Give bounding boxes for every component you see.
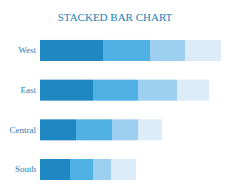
bar-segment [93,80,138,101]
series [111,40,221,180]
bar-segment [40,159,70,180]
axis-line [40,37,41,185]
bar-segment [112,119,138,140]
title: STACKED BAR CHART [58,11,173,23]
bar-segment [40,80,93,101]
bar-segment [111,159,136,180]
bar-segment [138,80,177,101]
bar-segment [70,159,93,180]
chart: STACKED BAR CHART West East Central South [0,0,230,191]
tick-label: East [21,85,37,95]
bar-segment [177,80,209,101]
series [93,40,185,180]
bar-segment [185,40,221,61]
bar-segment [150,40,185,61]
tick: Central [10,125,41,135]
y-axis: West East Central South [10,37,41,185]
bar-segment [40,40,103,61]
bar-segment [76,119,112,140]
bar-segment [138,119,162,140]
series [70,40,150,180]
tick-label: West [18,45,36,55]
tick: East [21,85,41,95]
bar-segment [40,119,76,140]
tick: West [18,45,40,55]
bars [40,40,221,180]
tick: South [15,164,40,174]
bar-segment [103,40,150,61]
tick-label: South [15,164,37,174]
bar-segment [93,159,111,180]
tick-label: Central [10,125,37,135]
